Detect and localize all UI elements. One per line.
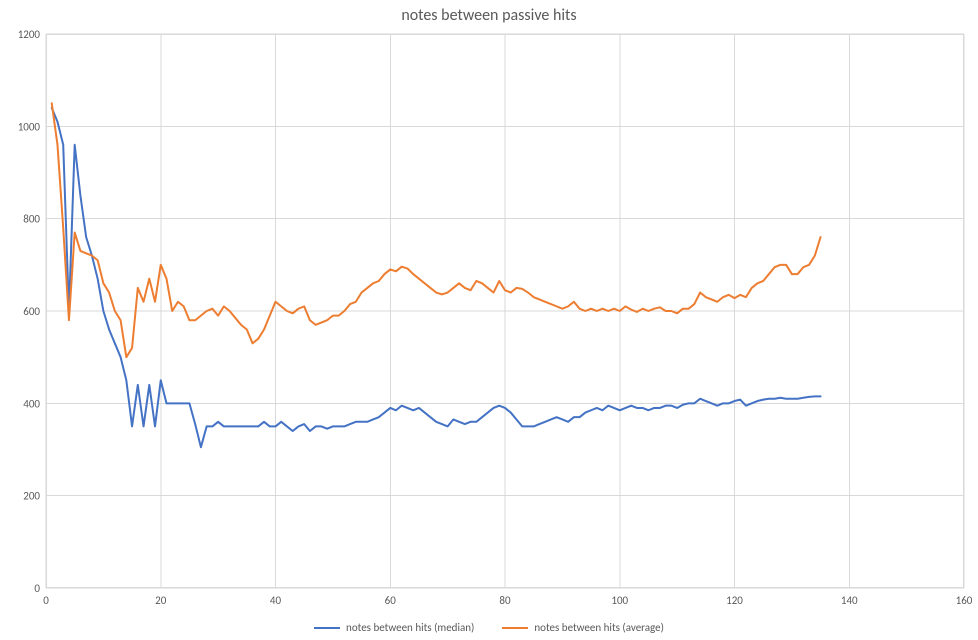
line-chart: notes between passive hits 0200400600800… (0, 0, 978, 640)
y-tick-label: 1000 (18, 120, 41, 133)
series-line (52, 103, 821, 357)
x-tick-label: 140 (841, 594, 858, 607)
y-tick-label: 0 (34, 582, 40, 595)
y-tick-label: 200 (23, 490, 40, 503)
chart-legend: notes between hits (median) notes between… (0, 619, 978, 635)
legend-item: notes between hits (median) (314, 621, 474, 634)
x-tick-label: 120 (726, 594, 743, 607)
y-tick-label: 400 (23, 397, 40, 410)
legend-label: notes between hits (average) (534, 621, 664, 634)
y-tick-label: 1200 (18, 28, 41, 41)
y-tick-label: 600 (23, 305, 40, 318)
x-tick-label: 60 (385, 594, 397, 607)
legend-label: notes between hits (median) (346, 621, 474, 634)
legend-swatch (314, 627, 340, 629)
x-tick-label: 80 (499, 594, 511, 607)
x-tick-label: 0 (43, 594, 49, 607)
chart-svg: 0 200 400 600 800 1000 1200 0 20 40 60 80 100 120 140 1… (0, 0, 978, 640)
legend-swatch (502, 627, 528, 629)
x-tick-label: 20 (155, 594, 167, 607)
legend-item: notes between hits (average) (502, 621, 664, 634)
x-tick-label: 160 (956, 594, 973, 607)
y-tick-label: 800 (23, 213, 40, 226)
x-tick-label: 40 (270, 594, 282, 607)
x-tick-label: 100 (611, 594, 628, 607)
